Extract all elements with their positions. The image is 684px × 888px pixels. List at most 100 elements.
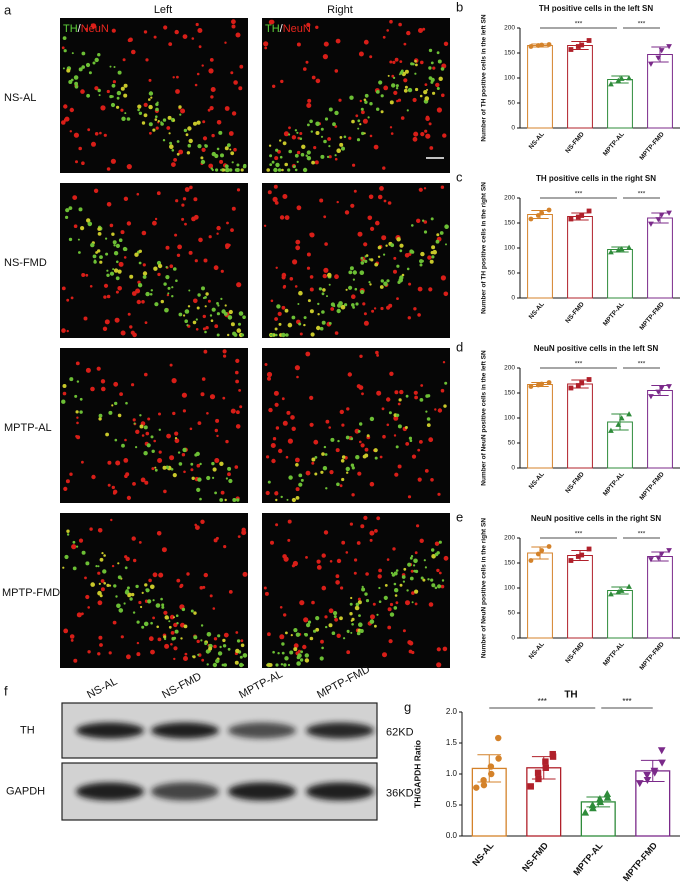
red-cell: [183, 470, 186, 474]
red-cell: [396, 297, 399, 300]
x-tick-label: NS-AL: [470, 840, 496, 868]
green-cell: [224, 164, 229, 169]
red-cell: [425, 115, 430, 120]
y-tick-label: 200: [504, 25, 515, 32]
green-cell: [66, 533, 70, 536]
green-cell: [310, 332, 315, 337]
green-cell: [228, 309, 233, 315]
red-cell: [263, 41, 269, 47]
image-background: [262, 18, 450, 173]
green-cell: [307, 123, 310, 127]
green-cell: [194, 453, 198, 457]
red-cell: [81, 612, 84, 616]
green-cell: [328, 283, 331, 286]
green-cell: [163, 637, 167, 641]
red-cell: [89, 527, 93, 531]
green-cell: [429, 259, 434, 264]
green-cell: [86, 218, 91, 223]
green-cell: [75, 410, 79, 414]
red-cell: [420, 60, 424, 65]
green-cell: [163, 635, 167, 639]
green-cell: [208, 646, 213, 651]
green-cell: [323, 445, 327, 449]
red-cell: [311, 75, 316, 80]
red-cell: [125, 654, 131, 660]
red-cell: [157, 272, 161, 277]
red-cell: [440, 388, 445, 393]
green-cell: [272, 160, 275, 163]
chart-title: TH positive cells in the left SN: [539, 4, 653, 13]
red-cell: [197, 28, 203, 33]
green-cell: [280, 495, 283, 499]
red-cell: [195, 328, 199, 331]
green-cell: [188, 289, 191, 292]
stain-part: TH: [63, 23, 78, 35]
data-point: [539, 381, 545, 387]
red-cell: [63, 486, 68, 491]
green-cell: [78, 251, 81, 254]
green-cell: [212, 662, 218, 668]
green-cell: [436, 51, 440, 55]
red-cell: [233, 147, 237, 152]
red-cell: [396, 99, 399, 103]
red-cell: [106, 202, 112, 207]
green-cell: [139, 414, 142, 417]
green-cell: [123, 93, 128, 98]
red-cell: [412, 97, 417, 103]
green-cell: [224, 304, 227, 307]
green-cell: [356, 138, 361, 142]
green-cell: [179, 113, 182, 116]
green-cell: [126, 117, 131, 121]
green-cell: [168, 625, 172, 629]
green-cell: [438, 76, 443, 82]
red-cell: [414, 395, 418, 400]
green-cell: [328, 322, 332, 325]
red-cell: [213, 538, 218, 543]
red-cell: [110, 518, 113, 522]
red-cell: [236, 282, 242, 288]
green-cell: [190, 462, 194, 466]
red-cell: [285, 455, 289, 459]
red-cell: [126, 164, 132, 170]
data-point: [626, 411, 632, 417]
data-point: [539, 548, 545, 553]
green-cell: [349, 612, 353, 616]
green-cell: [396, 264, 400, 268]
red-cell: [171, 378, 177, 384]
green-cell: [124, 566, 128, 570]
green-cell: [423, 230, 428, 234]
chart-title: NeuN positive cells in the left SN: [534, 344, 659, 353]
data-point: [528, 44, 534, 49]
red-cell: [315, 25, 319, 29]
green-cell: [325, 625, 328, 629]
green-cell: [171, 286, 174, 289]
chart-title: TH: [564, 690, 577, 701]
green-cell: [383, 253, 386, 256]
red-cell: [136, 652, 141, 657]
green-cell: [397, 424, 402, 429]
red-cell: [425, 133, 431, 139]
red-cell: [144, 480, 149, 485]
red-cell: [417, 477, 422, 482]
green-cell: [421, 259, 424, 263]
red-cell: [278, 448, 283, 454]
significance-label: ***: [622, 697, 631, 706]
green-cell: [90, 582, 95, 587]
red-cell: [386, 423, 390, 427]
red-cell: [279, 215, 285, 220]
red-cell: [321, 553, 326, 558]
red-cell: [196, 639, 200, 644]
red-cell: [219, 159, 224, 164]
green-cell: [269, 163, 273, 167]
red-cell: [374, 529, 378, 533]
red-cell: [268, 407, 273, 413]
green-cell: [288, 149, 293, 154]
data-point: [655, 555, 662, 561]
red-cell: [313, 439, 319, 445]
green-cell: [325, 487, 328, 490]
data-point: [666, 548, 672, 554]
red-cell: [112, 80, 116, 84]
red-cell: [143, 30, 148, 34]
bar: [527, 214, 553, 299]
green-cell: [169, 141, 173, 145]
